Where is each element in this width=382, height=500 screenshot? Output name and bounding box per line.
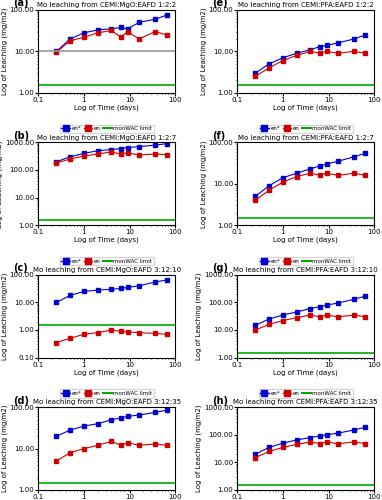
- Y-axis label: Log of Leaching (mg/m2): Log of Leaching (mg/m2): [2, 405, 8, 492]
- Legend: en*, en, monWAC limit: en*, en, monWAC limit: [259, 124, 353, 133]
- Title: Mo leaching from CEMI:MgO:EAFD 3:12:35: Mo leaching from CEMI:MgO:EAFD 3:12:35: [33, 400, 181, 406]
- Y-axis label: Log of Leaching (mg/m2): Log of Leaching (mg/m2): [196, 272, 202, 360]
- X-axis label: Log of Time (days): Log of Time (days): [274, 104, 338, 111]
- Text: (e): (e): [212, 0, 228, 8]
- Y-axis label: Log of Leaching (mg/m2): Log of Leaching (mg/m2): [2, 8, 8, 95]
- Text: (f): (f): [212, 131, 226, 141]
- Legend: en*, en, monWAC limit: en*, en, monWAC limit: [60, 257, 154, 265]
- X-axis label: Log of Time (days): Log of Time (days): [74, 236, 139, 243]
- Title: Mo leaching from CEMI:PFA:EAFD 3:12:10: Mo leaching from CEMI:PFA:EAFD 3:12:10: [233, 267, 378, 273]
- Y-axis label: Log of Leaching (mg/m2): Log of Leaching (mg/m2): [200, 8, 207, 95]
- X-axis label: Log of Time (days): Log of Time (days): [274, 236, 338, 243]
- Y-axis label: Log of Leaching (mg/m2): Log of Leaching (mg/m2): [196, 405, 202, 492]
- Title: Mo leaching from CEMI:MgO:EAFD 1:2:2: Mo leaching from CEMI:MgO:EAFD 1:2:2: [37, 2, 176, 8]
- Title: Mo leaching from CEMI:PFA:EAFD 1:2:2: Mo leaching from CEMI:PFA:EAFD 1:2:2: [238, 2, 374, 8]
- Legend: en*, en, monWAC limit: en*, en, monWAC limit: [60, 390, 154, 398]
- Title: Mo leaching from CEMI:MgO:EAFD 3:12:10: Mo leaching from CEMI:MgO:EAFD 3:12:10: [33, 267, 181, 273]
- Title: Mo leaching from CEMI:PFA:EAFD 3:12:35: Mo leaching from CEMI:PFA:EAFD 3:12:35: [233, 400, 378, 406]
- Text: (b): (b): [13, 131, 30, 141]
- Text: (h): (h): [212, 396, 228, 406]
- X-axis label: Log of Time (days): Log of Time (days): [74, 104, 139, 111]
- Y-axis label: Log of Leaching (mg/m2): Log of Leaching (mg/m2): [200, 140, 207, 228]
- Title: Mo leaching from CEMI:PFA:EAFD 1:2:7: Mo leaching from CEMI:PFA:EAFD 1:2:7: [238, 134, 374, 140]
- Text: (c): (c): [13, 263, 28, 273]
- Title: Mo leaching from CEMI:MgO:EAFD 1:2:7: Mo leaching from CEMI:MgO:EAFD 1:2:7: [37, 134, 176, 140]
- X-axis label: Log of Time (days): Log of Time (days): [74, 369, 139, 376]
- Y-axis label: Log of Leaching (mg/m2): Log of Leaching (mg/m2): [0, 140, 3, 228]
- X-axis label: Log of Time (days): Log of Time (days): [274, 369, 338, 376]
- Legend: en*, en, monWAC limit: en*, en, monWAC limit: [259, 390, 353, 398]
- Legend: en*, en, monWAC limit: en*, en, monWAC limit: [259, 257, 353, 265]
- Text: (a): (a): [13, 0, 29, 8]
- Y-axis label: Log of Leaching (mg/m2): Log of Leaching (mg/m2): [2, 272, 8, 360]
- Legend: en*, en, monWAC limit: en*, en, monWAC limit: [60, 124, 154, 133]
- Text: (g): (g): [212, 263, 228, 273]
- Text: (d): (d): [13, 396, 29, 406]
